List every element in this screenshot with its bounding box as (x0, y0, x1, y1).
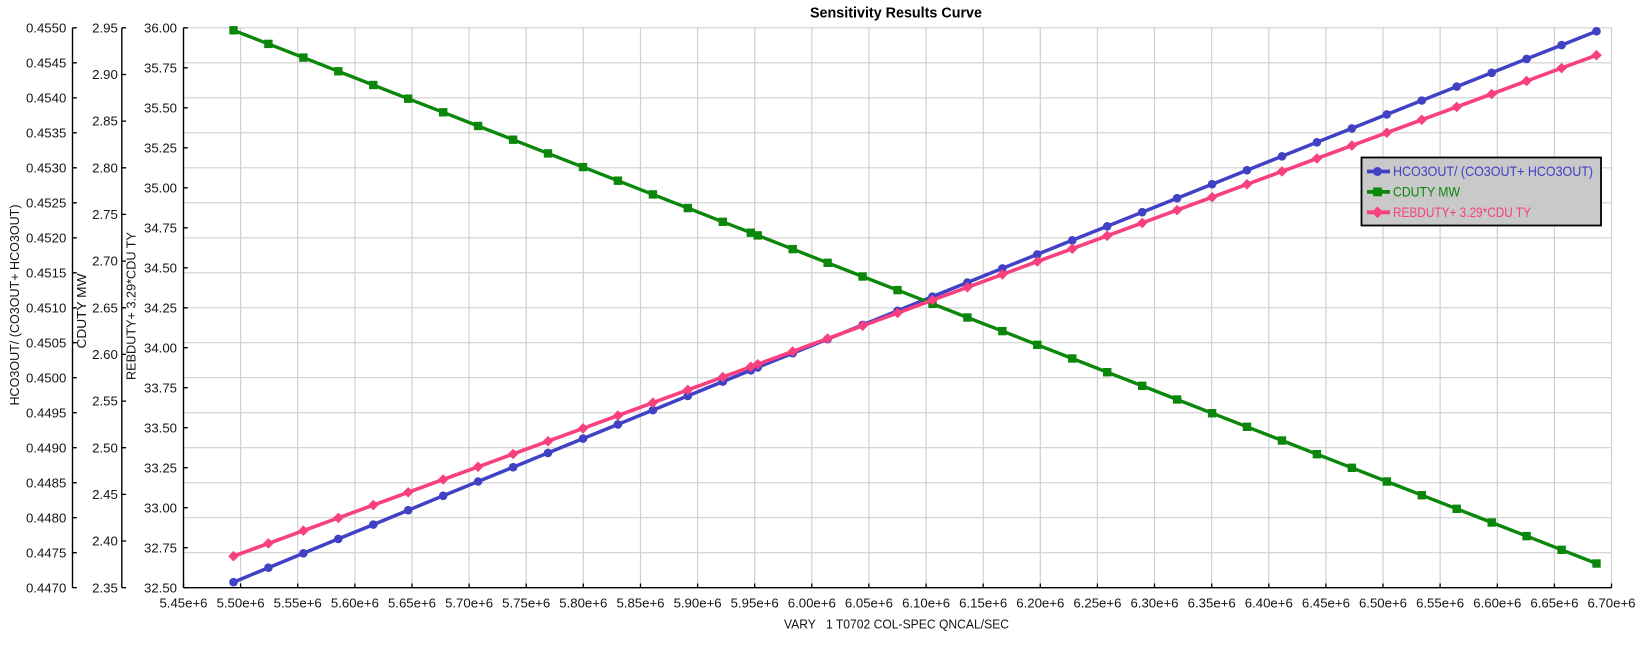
svg-text:Sensitivity Results Curve: Sensitivity Results Curve (810, 5, 982, 22)
svg-text:5.70e+6: 5.70e+6 (445, 596, 493, 611)
svg-text:6.05e+6: 6.05e+6 (845, 596, 893, 611)
svg-text:6.25e+6: 6.25e+6 (1073, 596, 1121, 611)
svg-text:0.4545: 0.4545 (26, 55, 66, 70)
svg-text:6.65e+6: 6.65e+6 (1530, 596, 1578, 611)
svg-text:6.35e+6: 6.35e+6 (1188, 596, 1236, 611)
svg-text:35.50: 35.50 (144, 100, 177, 115)
svg-text:REBDUTY+ 3.29*CDU TY: REBDUTY+ 3.29*CDU TY (1393, 204, 1531, 220)
svg-text:2.45: 2.45 (92, 487, 118, 502)
svg-text:0.4510: 0.4510 (26, 300, 66, 315)
svg-text:0.4505: 0.4505 (26, 335, 66, 350)
svg-text:6.10e+6: 6.10e+6 (902, 596, 950, 611)
svg-text:36.00: 36.00 (144, 20, 177, 35)
svg-text:6.15e+6: 6.15e+6 (959, 596, 1007, 611)
svg-text:REBDUTY+ 3.29*CDU TY: REBDUTY+ 3.29*CDU TY (124, 232, 139, 380)
svg-text:HCO3OUT/ (CO3OUT+ HCO3OUT): HCO3OUT/ (CO3OUT+ HCO3OUT) (1393, 163, 1593, 179)
svg-text:2.90: 2.90 (92, 67, 118, 82)
svg-text:5.50e+6: 5.50e+6 (217, 596, 265, 611)
svg-text:5.65e+6: 5.65e+6 (388, 596, 436, 611)
svg-text:32.75: 32.75 (144, 540, 177, 555)
svg-text:33.75: 33.75 (144, 380, 177, 395)
svg-text:5.60e+6: 5.60e+6 (331, 596, 379, 611)
svg-text:5.45e+6: 5.45e+6 (159, 596, 207, 611)
svg-text:33.50: 33.50 (144, 420, 177, 435)
svg-text:2.65: 2.65 (92, 300, 118, 315)
svg-text:2.35: 2.35 (92, 580, 118, 595)
svg-text:2.95: 2.95 (92, 20, 118, 35)
svg-text:6.00e+6: 6.00e+6 (788, 596, 836, 611)
svg-text:2.70: 2.70 (92, 254, 118, 269)
svg-text:2.85: 2.85 (92, 114, 118, 129)
svg-text:34.75: 34.75 (144, 220, 177, 235)
svg-text:33.25: 33.25 (144, 460, 177, 475)
svg-text:32.50: 32.50 (144, 580, 177, 595)
svg-text:VARY 1 T0702 COL-SPEC QNCAL/: VARY 1 T0702 COL-SPEC QNCAL/SEC (784, 617, 1009, 632)
svg-text:2.60: 2.60 (92, 347, 118, 362)
svg-text:5.80e+6: 5.80e+6 (559, 596, 607, 611)
svg-text:0.4485: 0.4485 (26, 475, 66, 490)
svg-text:35.75: 35.75 (144, 60, 177, 75)
svg-text:6.30e+6: 6.30e+6 (1130, 596, 1178, 611)
svg-text:0.4540: 0.4540 (26, 90, 66, 105)
svg-text:0.4550: 0.4550 (26, 20, 66, 35)
svg-text:0.4530: 0.4530 (26, 160, 66, 175)
svg-text:2.50: 2.50 (92, 440, 118, 455)
svg-text:6.45e+6: 6.45e+6 (1302, 596, 1350, 611)
svg-text:6.40e+6: 6.40e+6 (1245, 596, 1293, 611)
svg-text:0.4480: 0.4480 (26, 510, 66, 525)
svg-text:2.75: 2.75 (92, 207, 118, 222)
svg-text:CDUTY MW: CDUTY MW (1393, 184, 1461, 200)
svg-text:34.25: 34.25 (144, 300, 177, 315)
svg-text:35.00: 35.00 (144, 180, 177, 195)
svg-text:0.4525: 0.4525 (26, 195, 66, 210)
svg-text:0.4500: 0.4500 (26, 370, 66, 385)
svg-text:5.90e+6: 5.90e+6 (674, 596, 722, 611)
svg-text:6.70e+6: 6.70e+6 (1587, 596, 1635, 611)
svg-text:CDUTY MW: CDUTY MW (74, 273, 89, 349)
svg-text:6.55e+6: 6.55e+6 (1416, 596, 1464, 611)
svg-text:2.55: 2.55 (92, 394, 118, 409)
svg-text:0.4535: 0.4535 (26, 125, 66, 140)
svg-text:6.20e+6: 6.20e+6 (1016, 596, 1064, 611)
svg-text:5.75e+6: 5.75e+6 (502, 596, 550, 611)
svg-text:0.4495: 0.4495 (26, 405, 66, 420)
svg-text:35.25: 35.25 (144, 140, 177, 155)
svg-text:5.55e+6: 5.55e+6 (274, 596, 322, 611)
svg-text:6.50e+6: 6.50e+6 (1359, 596, 1407, 611)
svg-text:0.4470: 0.4470 (26, 580, 66, 595)
svg-text:0.4520: 0.4520 (26, 230, 66, 245)
svg-text:2.40: 2.40 (92, 534, 118, 549)
svg-text:34.00: 34.00 (144, 340, 177, 355)
svg-text:2.80: 2.80 (92, 160, 118, 175)
svg-text:5.95e+6: 5.95e+6 (731, 596, 779, 611)
svg-text:HCO3OUT/ (CO3OUT+ HCO3OUT): HCO3OUT/ (CO3OUT+ HCO3OUT) (7, 205, 22, 406)
svg-text:0.4490: 0.4490 (26, 440, 66, 455)
svg-text:0.4515: 0.4515 (26, 265, 66, 280)
svg-text:0.4475: 0.4475 (26, 545, 66, 560)
svg-text:34.50: 34.50 (144, 260, 177, 275)
svg-text:5.85e+6: 5.85e+6 (616, 596, 664, 611)
svg-text:6.60e+6: 6.60e+6 (1473, 596, 1521, 611)
svg-text:33.00: 33.00 (144, 500, 177, 515)
